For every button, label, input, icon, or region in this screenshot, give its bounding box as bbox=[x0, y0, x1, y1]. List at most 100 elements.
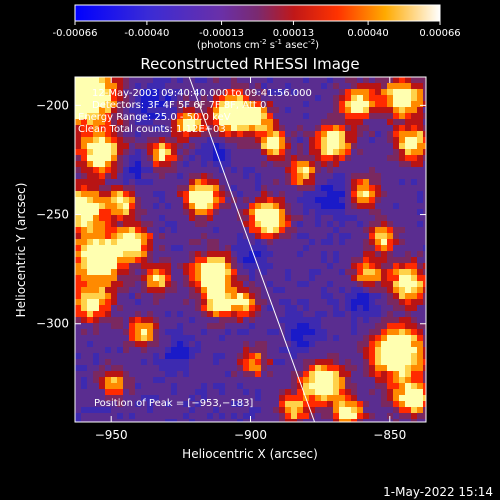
heatmap-cell bbox=[321, 101, 327, 107]
heatmap-cell bbox=[177, 275, 183, 281]
heatmap-cell bbox=[387, 365, 393, 371]
heatmap-cell bbox=[129, 173, 135, 179]
heatmap-cell bbox=[135, 143, 141, 149]
heatmap-cell bbox=[75, 137, 81, 143]
heatmap-cell bbox=[135, 275, 141, 281]
heatmap-cell bbox=[387, 269, 393, 275]
heatmap-cell bbox=[111, 143, 117, 149]
heatmap-cell bbox=[135, 137, 141, 143]
heatmap-cell bbox=[339, 323, 345, 329]
heatmap-cell bbox=[123, 233, 129, 239]
heatmap-cell bbox=[375, 101, 381, 107]
heatmap-cell bbox=[315, 179, 321, 185]
heatmap-cell bbox=[345, 281, 351, 287]
heatmap-cell bbox=[309, 335, 315, 341]
heatmap-cell bbox=[255, 383, 261, 389]
heatmap-cell bbox=[129, 197, 135, 203]
heatmap-cell bbox=[381, 377, 387, 383]
heatmap-cell bbox=[267, 317, 273, 323]
heatmap-cell bbox=[405, 377, 411, 383]
heatmap-cell bbox=[291, 383, 297, 389]
heatmap-cell bbox=[147, 311, 153, 317]
heatmap-cell bbox=[87, 395, 93, 401]
heatmap-cell bbox=[195, 281, 201, 287]
heatmap-cell bbox=[189, 155, 195, 161]
heatmap-cell bbox=[117, 83, 123, 89]
heatmap-cell bbox=[351, 239, 357, 245]
heatmap-cell bbox=[363, 281, 369, 287]
heatmap-cell bbox=[117, 329, 123, 335]
heatmap-cell bbox=[261, 317, 267, 323]
heatmap-cell bbox=[129, 341, 135, 347]
heatmap-cell bbox=[327, 419, 333, 422]
heatmap-cell bbox=[129, 413, 135, 419]
heatmap-cell bbox=[345, 287, 351, 293]
heatmap-cell bbox=[93, 407, 99, 413]
heatmap-cell bbox=[255, 281, 261, 287]
heatmap-cell bbox=[381, 287, 387, 293]
heatmap-cell bbox=[387, 89, 393, 95]
heatmap-cell bbox=[123, 113, 129, 119]
heatmap-cell bbox=[123, 377, 129, 383]
heatmap-cell bbox=[93, 323, 99, 329]
heatmap-cell bbox=[93, 233, 99, 239]
heatmap-cell bbox=[75, 131, 81, 137]
heatmap-cell bbox=[111, 167, 117, 173]
heatmap-cell bbox=[333, 215, 339, 221]
heatmap-cell bbox=[249, 419, 255, 422]
heatmap-cell bbox=[387, 131, 393, 137]
heatmap-cell bbox=[315, 101, 321, 107]
heatmap-cell bbox=[129, 245, 135, 251]
heatmap-cell bbox=[135, 215, 141, 221]
heatmap-cell bbox=[225, 221, 231, 227]
heatmap-cell bbox=[339, 305, 345, 311]
heatmap-cell bbox=[207, 197, 213, 203]
heatmap-cell bbox=[375, 383, 381, 389]
heatmap-cell bbox=[87, 299, 93, 305]
heatmap-cell bbox=[363, 185, 369, 191]
heatmap-cell bbox=[195, 377, 201, 383]
heatmap-cell bbox=[105, 155, 111, 161]
heatmap-cell bbox=[291, 413, 297, 419]
heatmap-cell bbox=[327, 215, 333, 221]
heatmap-cell bbox=[363, 347, 369, 353]
heatmap-cell bbox=[417, 275, 423, 281]
heatmap-cell bbox=[189, 233, 195, 239]
heatmap-cell bbox=[369, 251, 375, 257]
heatmap-cell bbox=[369, 305, 375, 311]
heatmap-cell bbox=[183, 83, 189, 89]
heatmap-cell bbox=[327, 305, 333, 311]
heatmap-cell bbox=[381, 269, 387, 275]
heatmap-cell bbox=[303, 419, 309, 422]
heatmap-cell bbox=[195, 95, 201, 101]
heatmap-cell bbox=[285, 239, 291, 245]
heatmap-cell bbox=[399, 335, 405, 341]
heatmap-cell bbox=[405, 89, 411, 95]
heatmap-cell bbox=[339, 311, 345, 317]
heatmap-cell bbox=[207, 407, 213, 413]
heatmap-cell bbox=[261, 371, 267, 377]
heatmap-cell bbox=[315, 353, 321, 359]
heatmap-cell bbox=[243, 371, 249, 377]
heatmap-cell bbox=[87, 359, 93, 365]
heatmap-cell bbox=[207, 77, 213, 83]
heatmap-cell bbox=[363, 131, 369, 137]
heatmap-cell bbox=[153, 353, 159, 359]
heatmap-cell bbox=[333, 401, 339, 407]
heatmap-cell bbox=[273, 83, 279, 89]
heatmap-cell bbox=[123, 365, 129, 371]
heatmap-cell bbox=[87, 233, 93, 239]
heatmap-cell bbox=[333, 335, 339, 341]
heatmap-cell bbox=[261, 293, 267, 299]
heatmap-cell bbox=[87, 239, 93, 245]
heatmap-cell bbox=[279, 251, 285, 257]
heatmap-cell bbox=[153, 269, 159, 275]
heatmap-cell bbox=[273, 143, 279, 149]
heatmap-cell bbox=[387, 281, 393, 287]
heatmap-cell bbox=[153, 329, 159, 335]
heatmap-cell bbox=[297, 209, 303, 215]
heatmap-cell bbox=[309, 293, 315, 299]
heatmap-cell bbox=[399, 407, 405, 413]
heatmap-cell bbox=[321, 407, 327, 413]
heatmap-cell bbox=[423, 263, 426, 269]
